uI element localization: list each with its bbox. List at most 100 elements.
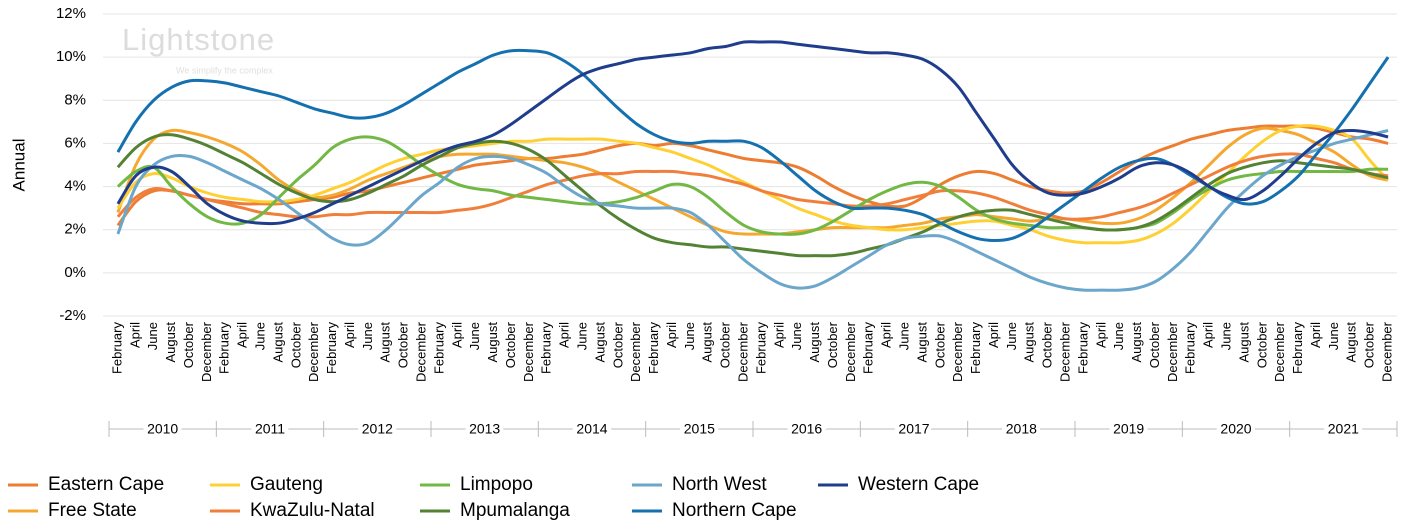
x-tick-label: October [1362, 321, 1377, 368]
legend-label: Eastern Cape [48, 474, 164, 495]
x-tick-label: February [861, 322, 876, 375]
x-tick-label: June [1326, 322, 1341, 350]
x-tick-label: February [1183, 322, 1198, 375]
legend-label: Mpumalanga [460, 500, 570, 521]
x-tick-label: April [664, 322, 679, 348]
y-tick-label: 12% [56, 5, 86, 22]
x-tick-label: June [1111, 322, 1126, 350]
x-tick-label: August [807, 322, 822, 363]
x-tick-label: December [306, 321, 321, 382]
x-tick-label: October [610, 321, 625, 368]
x-tick-label: August [1129, 322, 1144, 363]
x-tick-label: February [968, 322, 983, 375]
legend-item: Free State [8, 500, 137, 521]
x-group-label: 2011 [255, 421, 285, 437]
x-tick-label: August [163, 322, 178, 363]
y-tick-label: 8% [64, 91, 86, 108]
x-group-label: 2010 [147, 421, 178, 437]
x-tick-label: October [1254, 321, 1269, 368]
x-tick-label: October [288, 321, 303, 368]
x-tick-label: August [592, 322, 607, 363]
x-tick-label: June [682, 322, 697, 350]
x-group-label: 2020 [1220, 421, 1251, 437]
series-line [116, 124, 1389, 227]
x-tick-label: December [843, 321, 858, 382]
legend-label: Free State [48, 500, 137, 521]
x-tick-label: February [431, 322, 446, 375]
series-line [116, 126, 1389, 236]
series-line [116, 40, 1389, 226]
x-tick-label: April [1201, 322, 1216, 348]
x-tick-label: June [252, 322, 267, 350]
x-group-label: 2018 [1006, 421, 1037, 437]
legend-label: Western Cape [858, 474, 979, 495]
x-tick-label: October [503, 321, 518, 368]
x-group-label: 2014 [576, 421, 607, 437]
x-tick-label: August [1344, 322, 1359, 363]
x-tick-label: August [1022, 322, 1037, 363]
x-tick-label: October [718, 321, 733, 368]
x-tick-label: April [879, 322, 894, 348]
x-tick-label: February [109, 322, 124, 375]
x-tick-label: April [1093, 322, 1108, 348]
series-line [116, 129, 1389, 292]
y-tick-label: -2% [59, 307, 86, 324]
x-tick-label: April [771, 322, 786, 348]
x-tick-label: August [378, 322, 393, 363]
legend-item: Eastern Cape [8, 474, 164, 495]
x-group-label: 2015 [684, 421, 715, 437]
x-tick-label: August [485, 322, 500, 363]
x-tick-label: December [1165, 321, 1180, 382]
legend-item: North West [632, 474, 767, 495]
x-tick-label: June [1218, 322, 1233, 350]
x-tick-label: February [539, 322, 554, 375]
x-tick-label: February [1075, 322, 1090, 375]
legend-item: Northern Cape [632, 500, 797, 521]
x-tick-label: February [217, 322, 232, 375]
legend-label: KwaZulu-Natal [250, 500, 375, 521]
x-tick-label: December [950, 321, 965, 382]
x-tick-label: December [735, 321, 750, 382]
series-line [116, 133, 1389, 258]
x-tick-label: October [825, 321, 840, 368]
watermark-subtitle: We simplify the complex [176, 65, 273, 75]
legend-label: North West [672, 474, 767, 495]
legend-item: KwaZulu-Natal [210, 500, 375, 521]
watermark-title: Lightstone [122, 22, 275, 57]
legend-item: Mpumalanga [420, 500, 570, 521]
series-line [116, 152, 1389, 221]
x-tick-label: April [235, 322, 250, 348]
x-tick-label: February [324, 322, 339, 375]
x-group-label: 2016 [791, 421, 822, 437]
x-tick-label: April [449, 322, 464, 348]
x-tick-label: February [646, 322, 661, 375]
x-tick-label: December [413, 321, 428, 382]
x-tick-label: April [1308, 322, 1323, 348]
x-tick-label: August [270, 322, 285, 363]
y-tick-label: 6% [64, 134, 86, 151]
x-group-label: 2019 [1113, 421, 1144, 437]
y-tick-label: 2% [64, 221, 86, 238]
legend-label: Gauteng [250, 474, 323, 495]
x-tick-label: December [1057, 321, 1072, 382]
x-tick-label: June [574, 322, 589, 350]
x-tick-label: October [1147, 321, 1162, 368]
legend-label: Northern Cape [672, 500, 797, 521]
x-tick-label: April [342, 322, 357, 348]
x-tick-label: June [896, 322, 911, 350]
x-group-label: 2017 [898, 421, 929, 437]
y-tick-label: 4% [64, 178, 86, 195]
x-tick-label: June [145, 322, 160, 350]
x-tick-label: June [467, 322, 482, 350]
x-tick-label: December [628, 321, 643, 382]
x-tick-label: October [1040, 321, 1055, 368]
y-axis-title: Annual [9, 139, 28, 192]
x-tick-label: December [199, 321, 214, 382]
legend-item: Gauteng [210, 474, 323, 495]
x-tick-label: December [521, 321, 536, 382]
x-group-label: 2013 [469, 421, 500, 437]
x-tick-label: December [1379, 321, 1394, 382]
x-tick-label: June [789, 322, 804, 350]
x-tick-label: October [181, 321, 196, 368]
